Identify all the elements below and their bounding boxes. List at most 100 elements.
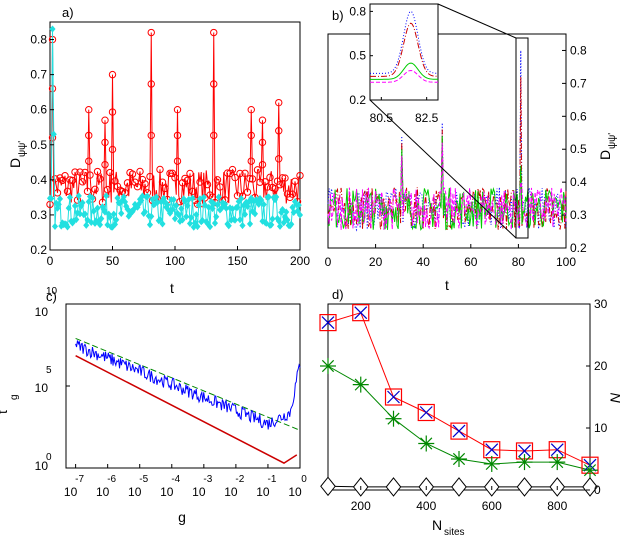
- b-xtick-label: 40: [417, 255, 431, 269]
- a-cyan-marker: [101, 208, 109, 216]
- a-red-marker: [91, 185, 99, 194]
- a-red-marker: [173, 105, 182, 114]
- a-cyan-marker: [284, 216, 291, 224]
- a-cyan-marker: [166, 209, 174, 217]
- a-red-marker: [243, 188, 252, 196]
- a-red-marker: [108, 70, 117, 79]
- a-cyan-marker: [124, 205, 131, 213]
- a-cyan-marker: [51, 222, 59, 230]
- a-xtick-label: 100: [165, 254, 185, 268]
- a-red-marker: [256, 178, 264, 186]
- d-cross-marker-b: [321, 316, 335, 330]
- a-cyan-marker: [179, 216, 186, 224]
- a-red-marker: [210, 28, 218, 37]
- a-cyan-marker: [106, 213, 114, 221]
- d-xtick-label: 600: [482, 499, 502, 513]
- a-red-marker: [78, 178, 87, 186]
- a-cyan-marker: [164, 201, 171, 209]
- b-series-00cc00-line: [327, 136, 567, 231]
- d-star-marker-stroke: [518, 456, 531, 469]
- a-red-marker: [275, 155, 283, 163]
- a-red-marker: [83, 187, 92, 196]
- d-xtick-label: 200: [351, 499, 371, 513]
- a-cyan-marker: [148, 212, 155, 220]
- b-xtick-label: 20: [369, 255, 383, 269]
- c-xtick-base: 10: [224, 485, 238, 499]
- panel-a: a) 0 50 100 150 200 0.20.30.40.50.60.70.8 t …: [7, 5, 310, 296]
- a-red-marker: [241, 169, 249, 177]
- a-cyan-marker: [141, 208, 149, 216]
- a-red-marker: [246, 174, 254, 183]
- a-cyan-marker: [171, 215, 179, 223]
- panel-a-xlabel: t: [170, 280, 174, 296]
- c-xtick-base: 10: [64, 485, 78, 499]
- a-cyan-marker: [275, 217, 282, 225]
- a-red-marker: [63, 187, 72, 195]
- a-xtick-label: 50: [106, 254, 120, 268]
- a-ytick-label: 0.7: [30, 68, 47, 82]
- a-cyan-marker: [280, 219, 287, 227]
- panel-b-label: b): [332, 8, 344, 23]
- b-inset-ytick-label: 0.2: [349, 93, 366, 107]
- b-inset-ytick-label: 0.8: [349, 4, 366, 18]
- d-diamond-marker: [320, 476, 336, 497]
- a-red-marker: [101, 160, 109, 169]
- a-red-marker: [138, 175, 147, 184]
- d-ytick-label: 20: [594, 359, 608, 373]
- a-cyan-marker: [103, 192, 110, 200]
- panel-c-series: [75, 337, 301, 464]
- a-cyan-marker: [213, 213, 220, 221]
- d-diamond-marker: [582, 477, 598, 497]
- a-red-marker: [93, 167, 102, 176]
- a-ytick-label: 0.6: [30, 103, 47, 117]
- c-xtick-exp: -6: [107, 474, 116, 485]
- a-red-marker: [288, 190, 297, 198]
- a-red-marker: [103, 185, 112, 194]
- a-red-marker: [85, 105, 93, 114]
- a-xtick-label: 150: [227, 254, 247, 268]
- d-star-marker-stroke: [321, 359, 335, 373]
- a-red-marker: [136, 167, 144, 176]
- b-ytick-label: 0.2: [570, 241, 587, 255]
- a-cyan-marker: [263, 219, 270, 227]
- a-cyan-marker: [71, 202, 79, 210]
- a-cyan-marker: [104, 221, 111, 229]
- a-red-marker: [173, 131, 182, 140]
- a-cyan-marker: [73, 215, 80, 224]
- a-ytick-label: 0.2: [30, 243, 47, 257]
- d-square-x-line: [327, 312, 591, 466]
- a-red-marker: [258, 116, 267, 124]
- a-red-marker: [196, 178, 204, 186]
- a-cyan-marker: [81, 210, 89, 218]
- panel-d-xticks: 200 400 600 800: [351, 486, 568, 513]
- a-cyan-marker: [289, 203, 296, 211]
- a-red-marker: [156, 165, 164, 174]
- b-ytick-label: 0.6: [570, 109, 587, 123]
- a-red-marker: [258, 138, 267, 147]
- a-red-marker: [183, 176, 192, 184]
- panel-d-yticks: 0 10 20 30: [586, 297, 608, 497]
- a-red-marker: [147, 131, 155, 140]
- d-star-marker-stroke: [583, 464, 597, 477]
- panel-d-ylabel: N: [607, 392, 623, 403]
- c-xtick-base: 10: [192, 485, 206, 499]
- a-red-marker: [186, 169, 194, 178]
- a-red-marker: [68, 176, 77, 185]
- c-ytick-exp: 5: [46, 365, 52, 376]
- a-cyan-marker: [153, 193, 160, 201]
- a-cyan-marker: [48, 194, 55, 203]
- c-ytick-exp: 10: [46, 286, 58, 297]
- a-cyan-marker: [194, 222, 201, 231]
- panel-b-series: [327, 50, 567, 232]
- a-cyan-marker: [255, 200, 262, 208]
- panel-b: b) 0 20 40 60 80 100 0.20.30.40.50.60.70.8 t …: [325, 3, 618, 293]
- a-red-marker: [247, 105, 255, 114]
- a-cyan-marker: [239, 221, 246, 230]
- c-red-series-line: [75, 354, 298, 464]
- d-diamond-marker: [451, 477, 467, 497]
- a-cyan-marker: [170, 196, 177, 204]
- c-xtick-base: 10: [288, 485, 302, 499]
- a-cyan-marker: [211, 219, 219, 227]
- d-square-marker: [417, 403, 435, 422]
